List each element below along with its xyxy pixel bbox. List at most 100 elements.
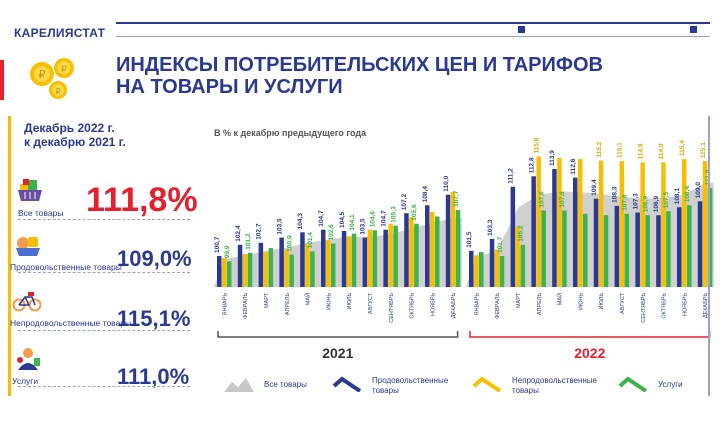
data-label-nonfood-2022-9: 114,9 (637, 143, 644, 159)
bar-services-2022-2 (499, 256, 505, 287)
data-label-food-2021-3: 102,7 (256, 223, 263, 240)
bar-services-2021-11 (435, 216, 440, 287)
month-label-2021-3: МАРТ (264, 292, 270, 308)
year-label-2021: 2021 (322, 345, 353, 361)
month-label-2021-9: СЕНТЯБРЬ (389, 293, 395, 323)
month-label-2022-5: МАЙ (556, 293, 564, 305)
data-label-food-2022-8: 108,3 (612, 186, 619, 203)
data-label-food-2022-10: 106,9 (653, 196, 660, 213)
data-label-food-2022-11: 108,1 (674, 188, 681, 205)
green-check-icon (618, 376, 648, 392)
month-label-2022-6: ИЮНЬ (578, 293, 584, 310)
legend-label-all: Все товары (264, 380, 307, 389)
bar-nonfood-2021-11 (430, 211, 435, 287)
data-label-food-2021-4: 103,5 (276, 218, 283, 235)
data-label-services-2021-4: 100,9 (286, 235, 293, 252)
month-label-2022-7: ИЮЛЬ (599, 293, 605, 310)
bar-food-2022-2 (489, 238, 495, 287)
bar-nonfood-2021-3 (263, 252, 269, 287)
page-title-line2: НА ТОВАРЫ И УСЛУГИ (116, 76, 343, 98)
summary-value-nonfood: 115,1% (117, 306, 191, 331)
month-label-2021-7: ИЮЛЬ (347, 293, 353, 310)
bar-food-2022-3 (510, 186, 516, 287)
data-label-nonfood-2022-11: 115,4 (679, 140, 686, 156)
bar-nonfood-2022-11 (682, 159, 687, 287)
summary-label-services: Услуги (12, 376, 39, 386)
bar-food-2022-6 (573, 177, 578, 287)
bar-nonfood-2022-9 (640, 162, 645, 287)
data-label-food-2022-9: 107,3 (632, 193, 639, 210)
org-title: КАРЕЛИЯСТАТ (14, 26, 106, 40)
data-label-food-2021-10: 107,2 (401, 194, 408, 211)
month-label-2022-9: СЕНТЯБРЬ (641, 293, 647, 323)
data-label-services-2022-4: 107,6 (538, 191, 545, 208)
svg-text:₽: ₽ (39, 69, 46, 81)
bar-nonfood-2021-2 (242, 254, 248, 287)
data-label-food-2021-2: 102,4 (235, 225, 242, 242)
month-label-2021-4: АПРЕЛЬ (285, 293, 291, 316)
bar-services-2021-10 (414, 223, 419, 287)
data-label-food-2022-4: 112,8 (528, 157, 535, 173)
yellow-check-icon (472, 376, 502, 392)
bar-services-2021-8 (372, 230, 378, 287)
bar-nonfood-2021-10 (409, 217, 414, 287)
bar-nonfood-2022-6 (578, 159, 583, 287)
legend-label-food-2: товары (372, 386, 399, 395)
bar-food-2022-5 (552, 169, 557, 287)
month-label-2021-5: МАЙ (304, 293, 312, 305)
month-label-2022-4: АПРЕЛЬ (537, 293, 543, 316)
bar-services-2022-6 (583, 213, 588, 287)
page-title-line1: ИНДЕКСЫ ПОТРЕБИТЕЛЬСКИХ ЦЕН И ТАРИФОВ (116, 54, 603, 76)
summary-value-food: 109,0% (117, 246, 192, 271)
data-label-services-2021-12: 107,7 (453, 190, 460, 207)
summary-period-line1: Декабрь 2022 г. (24, 121, 115, 135)
bar-services-2022-3 (520, 244, 526, 287)
data-label-services-2022-2: 101,7 (497, 236, 504, 253)
bar-services-2022-4 (541, 210, 546, 287)
bar-services-2021-2 (247, 252, 253, 287)
year-label-2022: 2022 (574, 345, 605, 361)
bar-services-2022-8 (624, 213, 630, 287)
bar-nonfood-2022-1 (474, 255, 479, 287)
bar-food-2022-4 (531, 176, 536, 287)
bar-services-2021-3 (268, 248, 274, 287)
bar-food-2021-2 (237, 244, 243, 287)
area-swatch-icon (224, 378, 254, 392)
bar-food-2021-3 (258, 242, 264, 287)
bar-food-2021-6 (321, 229, 326, 287)
summary-label-nonfood: Непродовольственные товары (10, 318, 132, 328)
month-label-2021-10: ОКТЯБРЬ (410, 293, 416, 319)
legend-label-nonfood-2: товары (512, 386, 539, 395)
bar-nonfood-2022-5 (557, 157, 562, 287)
month-label-2022-8: АВГУСТ (620, 292, 626, 314)
bar-services-2021-9 (393, 225, 398, 287)
bar-services-2021-12 (455, 209, 461, 287)
svg-text:₽: ₽ (61, 64, 67, 74)
bar-nonfood-2021-4 (284, 249, 289, 287)
bar-food-2022-1 (469, 250, 474, 288)
bicycle-goods-icon (12, 292, 42, 312)
frame-right-rule (708, 116, 710, 396)
bar-food-2022-9 (635, 212, 640, 287)
data-label-nonfood-2022-7: 115,2 (596, 141, 603, 157)
bar-nonfood-2021-9 (388, 223, 393, 287)
blue-check-icon (332, 376, 362, 392)
data-label-food-2022-3: 111,2 (508, 168, 515, 184)
data-label-food-2021-11: 108,4 (422, 186, 429, 203)
bar-services-2021-6 (331, 243, 336, 287)
data-label-services-2021-7: 104,1 (349, 214, 356, 231)
month-label-2021-1: ЯНВАРЬ (222, 293, 228, 316)
year-bracket-2022 (469, 331, 711, 338)
bar-services-2021-7 (351, 233, 357, 287)
data-label-nonfood-2022-12: 115,1 (700, 142, 707, 158)
data-label-food-2021-1: 100,7 (214, 236, 221, 253)
month-label-2021-12: ДЕКАБРЬ (451, 293, 457, 319)
bar-food-2021-4 (279, 237, 284, 287)
data-label-nonfood-2022-10: 114,9 (658, 143, 665, 159)
data-label-services-2022-10: 107,5 (663, 192, 670, 209)
data-label-food-2021-12: 110,0 (443, 175, 450, 191)
bar-services-2021-1 (227, 261, 232, 287)
bar-nonfood-2022-10 (661, 162, 666, 287)
month-label-2022-2: ФЕВРАЛЬ (495, 293, 501, 319)
bar-services-2021-4 (289, 254, 294, 287)
